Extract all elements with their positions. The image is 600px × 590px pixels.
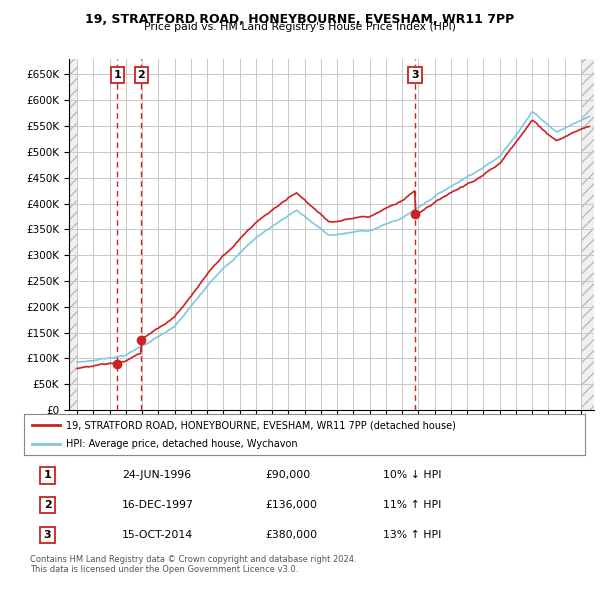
Text: 1: 1 <box>44 470 52 480</box>
Text: £136,000: £136,000 <box>265 500 317 510</box>
Text: Price paid vs. HM Land Registry's House Price Index (HPI): Price paid vs. HM Land Registry's House … <box>144 22 456 32</box>
Text: 24-JUN-1996: 24-JUN-1996 <box>122 470 191 480</box>
Text: Contains HM Land Registry data © Crown copyright and database right 2024.
This d: Contains HM Land Registry data © Crown c… <box>30 555 356 574</box>
Text: £90,000: £90,000 <box>265 470 310 480</box>
Text: 15-OCT-2014: 15-OCT-2014 <box>122 530 193 540</box>
Text: 10% ↓ HPI: 10% ↓ HPI <box>383 470 442 480</box>
Text: 3: 3 <box>44 530 52 540</box>
Text: 19, STRATFORD ROAD, HONEYBOURNE, EVESHAM, WR11 7PP (detached house): 19, STRATFORD ROAD, HONEYBOURNE, EVESHAM… <box>66 420 456 430</box>
Text: 11% ↑ HPI: 11% ↑ HPI <box>383 500 442 510</box>
Text: HPI: Average price, detached house, Wychavon: HPI: Average price, detached house, Wych… <box>66 440 298 450</box>
Text: 13% ↑ HPI: 13% ↑ HPI <box>383 530 442 540</box>
Text: 1: 1 <box>113 70 121 80</box>
Text: £380,000: £380,000 <box>265 530 317 540</box>
Text: 16-DEC-1997: 16-DEC-1997 <box>122 500 194 510</box>
Text: 3: 3 <box>411 70 419 80</box>
Text: 2: 2 <box>137 70 145 80</box>
Bar <box>69 59 77 410</box>
Bar <box>581 59 594 410</box>
Text: 2: 2 <box>44 500 52 510</box>
Text: 19, STRATFORD ROAD, HONEYBOURNE, EVESHAM, WR11 7PP: 19, STRATFORD ROAD, HONEYBOURNE, EVESHAM… <box>85 13 515 26</box>
